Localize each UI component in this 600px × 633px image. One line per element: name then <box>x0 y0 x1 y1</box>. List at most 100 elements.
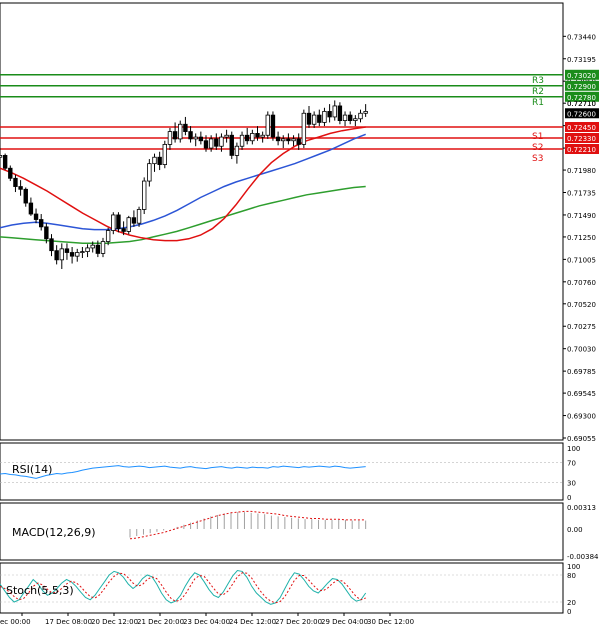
current-price-tag <box>565 108 599 119</box>
candle-body <box>358 112 363 120</box>
pane-borders <box>0 2 564 614</box>
candle-body <box>275 136 281 142</box>
pivot-name-s2: S2 <box>532 143 543 153</box>
candle-body <box>219 136 224 147</box>
stoch-tick-label: 80 <box>567 572 576 580</box>
macd-signal-line <box>129 510 366 540</box>
candle-body <box>152 156 157 165</box>
candle-body <box>317 114 322 123</box>
pivot-tag-r1 <box>565 91 599 102</box>
candle-body <box>69 252 75 257</box>
pivot-name-s1: S1 <box>532 132 543 142</box>
candle-body <box>347 114 353 121</box>
candle-body <box>342 114 348 121</box>
price-tick-label: 0.73195 <box>567 56 596 64</box>
candle-body <box>172 131 178 140</box>
stoch-pane-frame <box>0 562 564 614</box>
candle-body <box>100 241 106 254</box>
candle-body <box>126 217 131 232</box>
rsi-indicator: 100 70 30 0 <box>0 445 580 502</box>
pivot-tag-r2 <box>565 80 599 91</box>
candle-body <box>208 138 214 149</box>
pivot-tag-label-r1: 0.72780 <box>567 94 596 102</box>
main-pane-frame <box>0 2 564 441</box>
candle-body <box>234 145 240 156</box>
pivot-tag-r3 <box>565 69 599 80</box>
candle-body <box>229 134 234 156</box>
pivot-name-r1: R1 <box>532 98 544 108</box>
macd-pane-frame <box>0 502 564 561</box>
rsi-tick-label: 0 <box>567 494 571 502</box>
candle-body <box>90 244 95 249</box>
pivot-name-r3: R3 <box>532 76 544 86</box>
candle-body <box>95 244 101 254</box>
candle-body <box>311 114 317 125</box>
candle-body <box>214 138 219 147</box>
candle-body <box>13 177 18 187</box>
candle-body <box>23 188 28 204</box>
candle-body <box>64 248 70 253</box>
candle-body <box>75 252 80 257</box>
candle-body <box>49 238 54 252</box>
extra-price-label: 0.72710 <box>567 100 596 108</box>
price-tags: 0.73020 0.72900 0.72780 0.72450 0.72330 0.722… <box>565 69 599 154</box>
time-tick-label: 29 Dec 04:00 <box>321 618 368 626</box>
stoch-k-line <box>0 569 367 605</box>
time-tick-label: 27 Dec 20:00 <box>275 618 322 626</box>
candle-body <box>80 251 85 253</box>
candle-body <box>260 134 265 138</box>
pivot-tag-label-r2: 0.72900 <box>567 83 596 91</box>
pivot-tag-label-s3: 0.72210 <box>567 146 596 154</box>
price-tick-label: 0.70030 <box>567 346 596 354</box>
candle-body <box>270 114 276 138</box>
stoch-tick-label: 100 <box>567 563 580 571</box>
candle-body <box>332 105 337 118</box>
candle-body <box>198 136 204 142</box>
price-tick-label: 0.70760 <box>567 279 596 287</box>
price-tick-label: 0.71980 <box>567 167 596 175</box>
price-tick-label: 0.69785 <box>567 368 596 376</box>
candle-body <box>162 144 167 165</box>
candle-body <box>54 250 59 261</box>
macd-tick-label: -0.00384 <box>567 553 599 561</box>
candle-body <box>250 133 255 142</box>
candle-body <box>296 138 301 145</box>
macd-tick-label: 0.00313 <box>567 504 596 512</box>
candle-body <box>203 140 209 149</box>
candle-body <box>306 112 312 125</box>
candle-body <box>111 214 116 231</box>
rsi-tick-label: 70 <box>567 460 576 468</box>
stoch-label: Stoch(5,5,3) <box>6 584 74 597</box>
candle-body <box>327 111 332 118</box>
price-tick-label: 0.73440 <box>567 33 596 41</box>
pivot-tag-label-s1: 0.72450 <box>567 124 596 132</box>
current-price-label: 0.72600 <box>567 110 596 118</box>
pivot-name-r2: R2 <box>532 87 544 97</box>
pivot-tag-s1 <box>565 122 599 133</box>
time-tick-label: 23 Dec 04:00 <box>183 618 230 626</box>
time-tick-label: 24 Dec 12:00 <box>229 618 276 626</box>
pivot-tag-s2 <box>565 133 599 143</box>
price-tick-label: 0.71250 <box>567 234 596 242</box>
time-tick-label: 17 Dec 08:00 <box>45 618 92 626</box>
candle-body <box>33 213 39 220</box>
price-tick-label: 0.69545 <box>567 390 596 398</box>
pivot-name-s3: S3 <box>532 154 543 164</box>
candles <box>0 100 368 269</box>
candle-body <box>44 226 49 240</box>
time-tick-label: 21 Dec 20:00 <box>137 618 184 626</box>
candle-body <box>183 123 188 132</box>
candle-body <box>18 186 23 190</box>
candle-body <box>291 138 296 142</box>
candle-body <box>28 202 34 215</box>
pivot-tag-label-s2: 0.72330 <box>567 135 596 143</box>
candle-body <box>39 219 44 228</box>
pivot-tag-s3 <box>565 143 599 154</box>
macd-tick-label: 0.00 <box>567 526 583 534</box>
candle-body <box>121 228 126 232</box>
rsi-tick-label: 100 <box>567 445 580 453</box>
